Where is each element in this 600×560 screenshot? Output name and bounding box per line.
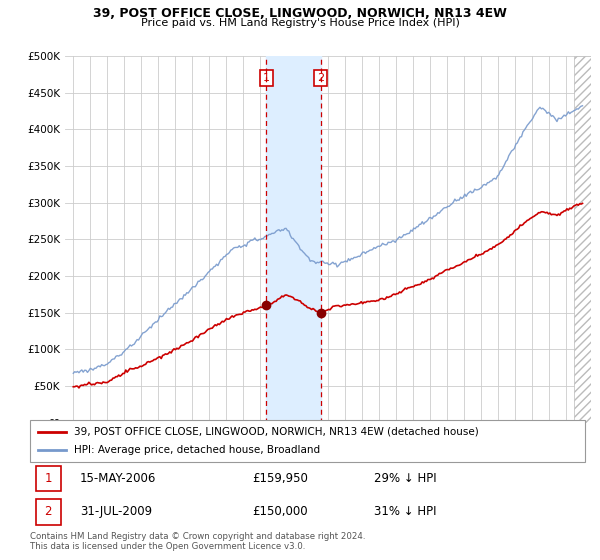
Text: HPI: Average price, detached house, Broadland: HPI: Average price, detached house, Broa… (74, 445, 320, 455)
Text: 1: 1 (263, 73, 270, 83)
Text: 15-MAY-2006: 15-MAY-2006 (80, 472, 157, 485)
Text: 2: 2 (44, 506, 52, 519)
Polygon shape (574, 56, 591, 423)
Text: £159,950: £159,950 (252, 472, 308, 485)
Text: 39, POST OFFICE CLOSE, LINGWOOD, NORWICH, NR13 4EW (detached house): 39, POST OFFICE CLOSE, LINGWOOD, NORWICH… (74, 427, 479, 437)
Text: Price paid vs. HM Land Registry's House Price Index (HPI): Price paid vs. HM Land Registry's House … (140, 18, 460, 28)
Text: £150,000: £150,000 (252, 506, 308, 519)
Text: 31-JUL-2009: 31-JUL-2009 (80, 506, 152, 519)
Text: 31% ↓ HPI: 31% ↓ HPI (374, 506, 437, 519)
Text: Contains HM Land Registry data © Crown copyright and database right 2024.
This d: Contains HM Land Registry data © Crown c… (30, 532, 365, 552)
Bar (266, 56, 321, 423)
Text: 2: 2 (317, 73, 325, 83)
Bar (35, 465, 61, 491)
Text: 29% ↓ HPI: 29% ↓ HPI (374, 472, 437, 485)
Text: 39, POST OFFICE CLOSE, LINGWOOD, NORWICH, NR13 4EW: 39, POST OFFICE CLOSE, LINGWOOD, NORWICH… (93, 7, 507, 20)
Text: 1: 1 (44, 472, 52, 485)
Bar (35, 499, 61, 525)
